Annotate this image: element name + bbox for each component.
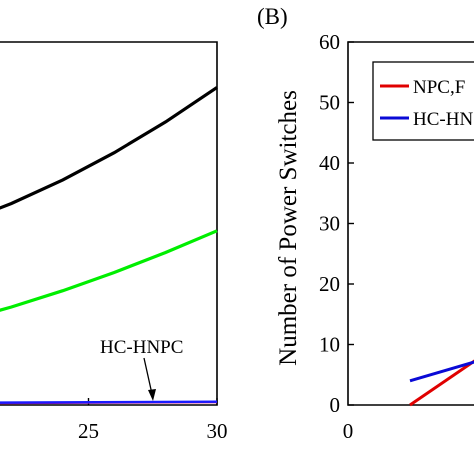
panel-b-tick-labels: 0 10 20 30 40 50 60 0 [319,30,353,443]
panel-b-series-line-1 [409,360,474,383]
panel-a-series-line-1 [0,229,218,312]
panel-a-x-tick-label: 30 [207,419,228,443]
panel-b-series [409,359,474,407]
panel-a-series-line-3 [0,400,218,404]
panel-b-series-line-0 [409,359,474,407]
panel-a-series-line-0 [0,86,218,210]
panel-a-frame [0,41,218,406]
legend-label-hc-hnpc: HC-HN [413,109,473,130]
panel-b-y-tick-label: 50 [319,91,340,115]
panel-b-y-axis-title: Number of Power Switches [275,90,302,366]
panel-b-ticks [348,41,354,406]
panel-a-annotation: HC-HNPC [100,337,183,401]
panel-b-y-tick-label: 10 [319,333,340,357]
panel-b-x-tick-label: 0 [343,419,354,443]
panel-a-series [0,86,218,405]
panel-b-y-tick-label: 20 [319,272,340,296]
legend-box [372,61,474,141]
panel-b-legend: NPC,F HC-HN [372,61,474,141]
panel-b: (B) Number of Power Switches 0 10 20 30 40 50… [257,4,474,443]
panel-a-x-tick-label: 25 [78,419,99,443]
panel-a-tick-labels: 25 30 [78,419,228,443]
annotation-arrowhead [148,389,156,401]
panel-b-y-tick-label: 40 [319,151,340,175]
panel-b-y-tick-label: 30 [319,212,340,236]
panel-b-label: (B) [257,4,288,29]
panel-a: 25 30 HC-HNPC [0,41,228,443]
panel-b-y-tick-label: 0 [330,393,341,417]
panel-b-y-tick-label: 60 [319,30,340,54]
annotation-arrow-shaft [143,357,153,395]
annotation-label: HC-HNPC [100,337,183,358]
legend-label-npc: NPC,F [413,77,465,98]
